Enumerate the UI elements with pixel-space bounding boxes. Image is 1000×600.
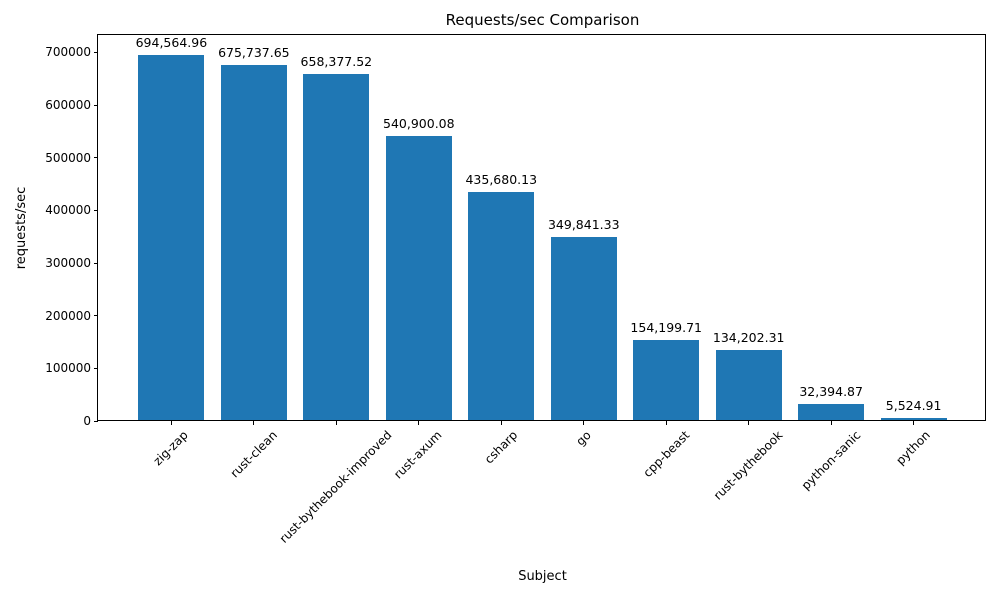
- x-tick: [830, 421, 832, 425]
- y-tick-label: 200000: [45, 308, 91, 323]
- bar-value-label: 32,394.87: [799, 383, 863, 399]
- bar-value-label: 134,202.31: [712, 330, 785, 346]
- y-tick: [93, 420, 98, 422]
- bar: [633, 339, 700, 420]
- chart-title: Requests/sec Comparison: [445, 11, 640, 29]
- y-tick: [93, 104, 98, 106]
- x-tick-label: python: [893, 428, 934, 468]
- x-tick: [748, 421, 750, 425]
- x-tick: [253, 421, 255, 425]
- x-tick-label: go: [573, 428, 594, 449]
- y-tick-label: 400000: [45, 203, 91, 218]
- y-tick: [93, 51, 98, 53]
- x-axis-label: Subject: [518, 569, 567, 584]
- x-tick-label: rust-bythebook-improved: [276, 428, 395, 546]
- x-tick-label: zig-zap: [150, 428, 192, 469]
- bar: [550, 236, 617, 420]
- bar: [880, 418, 947, 420]
- x-tick: [913, 421, 915, 425]
- y-tick-label: 600000: [45, 98, 91, 113]
- y-tick: [93, 157, 98, 159]
- y-tick-label: 0: [83, 414, 91, 428]
- x-tick: [583, 421, 585, 425]
- bar-value-label: 5,524.91: [885, 398, 942, 414]
- bar-value-label: 154,199.71: [630, 319, 703, 335]
- y-tick: [93, 315, 98, 317]
- x-tick-label: rust-clean: [227, 428, 280, 481]
- x-tick: [418, 421, 420, 425]
- x-tick-label: python-sanic: [798, 428, 864, 493]
- x-tick-label: csharp: [481, 428, 521, 467]
- y-tick-label: 300000: [45, 256, 91, 271]
- x-tick: [335, 421, 337, 425]
- y-tick: [93, 209, 98, 211]
- x-tick: [500, 421, 502, 425]
- x-tick-label: cpp-beast: [640, 428, 693, 480]
- y-tick-label: 100000: [45, 361, 91, 376]
- bar-value-label: 675,737.65: [218, 45, 290, 61]
- bar: [303, 74, 370, 420]
- bar: [138, 55, 205, 420]
- x-tick-label: rust-axum: [391, 428, 445, 482]
- bar-value-label: 658,377.52: [300, 54, 373, 70]
- bar-value-label: 435,680.13: [465, 171, 538, 187]
- bar: [715, 350, 782, 420]
- y-tick-label: 500000: [45, 150, 91, 165]
- y-tick-label: 700000: [45, 45, 91, 60]
- bar-value-label: 694,564.96: [135, 35, 208, 51]
- bar-value-label: 349,841.33: [547, 216, 620, 232]
- bar: [798, 403, 865, 420]
- bar: [220, 65, 287, 420]
- x-tick: [665, 421, 667, 425]
- y-tick: [93, 367, 98, 369]
- y-tick: [93, 262, 98, 264]
- bar-value-label: 540,900.08: [383, 116, 455, 132]
- x-tick-label: rust-bythebook: [710, 428, 786, 503]
- x-tick: [170, 421, 172, 425]
- bar: [468, 191, 535, 420]
- bar: [385, 136, 452, 420]
